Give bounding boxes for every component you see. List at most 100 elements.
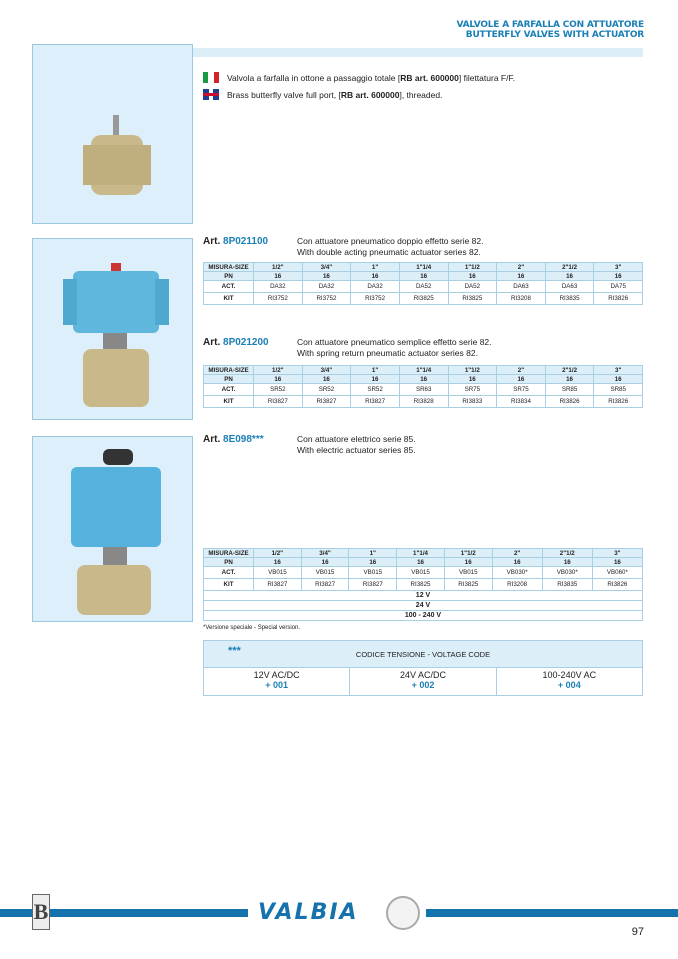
text-bold: RB art. 600000	[340, 89, 400, 100]
table-cell: 1"1/4	[398, 365, 449, 375]
footer-bar	[426, 909, 678, 917]
table-cell: 1"	[348, 548, 398, 558]
desc-en: With spring return pneumatic actuator se…	[297, 348, 478, 358]
table-cell: DA63	[544, 280, 595, 293]
table-cell: 1"1/2	[447, 365, 498, 375]
table-cell: SR85	[544, 383, 595, 396]
voltage-label: 100-240V AC	[542, 670, 597, 680]
table-cell: RI3208	[491, 578, 543, 591]
table-cell: DA63	[496, 280, 546, 293]
table-cell: 3"	[593, 365, 643, 375]
article-desc: Con attuatore pneumatico doppio effetto …	[297, 236, 484, 258]
text: Brass butterfly valve full port, [	[227, 89, 341, 100]
table-cell: SR52	[350, 383, 400, 396]
electric-valve-photo	[32, 436, 193, 622]
table-cell: 1/2"	[253, 262, 303, 272]
row-label: PN	[203, 374, 254, 384]
table-cell: 3/4"	[301, 262, 352, 272]
table-cell: RI3828	[398, 395, 449, 408]
table-cell: 1"	[350, 262, 400, 272]
table-cell: 16	[491, 557, 543, 567]
row-label: MISURA-SIZE	[203, 548, 254, 558]
text: ] filettatura F/F.	[458, 72, 516, 83]
table-cell: 16	[398, 271, 449, 281]
table-cell: VB030*	[541, 566, 593, 579]
table-cell: RI3208	[496, 292, 546, 305]
certification-seal-icon	[386, 896, 420, 930]
art-code: 8P021100	[223, 236, 269, 247]
article-desc: Con attuatore pneumatico semplice effett…	[297, 337, 492, 359]
table-cell: RI3827	[253, 578, 302, 591]
table-cell: RI3825	[443, 578, 493, 591]
table-cell: VB015	[396, 566, 445, 579]
row-label: ACT.	[203, 383, 254, 396]
table-cell: RI3835	[541, 578, 593, 591]
table-cell: 16	[348, 557, 398, 567]
uk-flag-icon	[203, 89, 219, 100]
table-cell: 16	[447, 271, 498, 281]
table-cell: 16	[544, 271, 595, 281]
table-cell: 2"1/2	[544, 262, 595, 272]
voltage-cell: 100 - 240 V	[203, 610, 643, 621]
table-row: MISURA-SIZE 1/2" 3/4" 1" 1"1/4 1"1/2 2" 2"1/2 3"	[203, 365, 643, 375]
voltage-code: + 004	[557, 680, 581, 690]
row-label: ACT.	[203, 566, 254, 579]
table-cell: 16	[253, 271, 303, 281]
voltage-label: 12V AC/DC	[253, 670, 300, 680]
row-label: MISURA-SIZE	[203, 365, 254, 375]
table-cell: RI3825	[447, 292, 498, 305]
table-cell: RI3827	[350, 395, 400, 408]
voltage-row: 12 V	[203, 590, 643, 601]
table-cell: RI3834	[496, 395, 546, 408]
table-row: KIT RI3827 RI3827 RI3827 RI3828 RI3833 RI3834 R…	[203, 395, 643, 408]
table-cell: 16	[591, 557, 644, 567]
valve-photo	[32, 44, 193, 224]
table-cell: DA32	[350, 280, 400, 293]
table-row: ACT. SR52 SR52 SR52 SR63 SR75 SR75 SR85 SR85	[203, 383, 643, 396]
table-cell: SR85	[593, 383, 643, 396]
group-logo: B	[32, 894, 50, 930]
table-cell: SR75	[496, 383, 546, 396]
table-row: KIT RI3827 RI3827 RI3827 RI3825 RI3825 RI3208 R…	[203, 578, 644, 591]
text: Valvola a farfalla in ottone a passaggio…	[227, 72, 401, 83]
desc-it: Con attuatore pneumatico semplice effett…	[297, 337, 492, 347]
table-cell: 3"	[591, 548, 644, 558]
text-bold: RB art. 600000	[400, 72, 459, 83]
table-cell: 3/4"	[301, 365, 352, 375]
table-cell: SR63	[398, 383, 449, 396]
table-cell: 2"1/2	[541, 548, 593, 558]
table-row: PN 16 16 16 16 16 16 16 16	[203, 557, 644, 567]
footer-bar	[0, 909, 32, 917]
art-label: Art.	[203, 434, 221, 445]
table-row: ACT. VB015 VB015 VB015 VB015 VB015 VB030* VB030…	[203, 566, 644, 579]
table-cell: 16	[253, 374, 303, 384]
table-cell: RI3827	[301, 395, 352, 408]
table-cell: RI3833	[447, 395, 498, 408]
table-row: PN 16 16 16 16 16 16 16 16	[203, 271, 643, 281]
spec-table: MISURA-SIZE 1/2" 3/4" 1" 1"1/4 1"1/2 2" 2"1/2 3"…	[203, 548, 644, 621]
title-it: VALVOLE A FARFALLA CON ATTUATORE	[456, 20, 645, 30]
voltage-option: 100-240V AC + 004	[495, 668, 642, 696]
table-cell: 2"	[496, 365, 546, 375]
table-cell: RI3835	[544, 292, 595, 305]
article-code: Art. 8E098***	[203, 434, 264, 445]
table-cell: SR75	[447, 383, 498, 396]
table-cell: 16	[396, 557, 445, 567]
table-cell: RI3752	[253, 292, 303, 305]
table-cell: DA75	[593, 280, 643, 293]
table-cell: 1"	[350, 365, 400, 375]
spec-table: MISURA-SIZE 1/2" 3/4" 1" 1"1/4 1"1/2 2" 2"1/2 3"…	[203, 365, 643, 408]
voltage-label: 24V AC/DC	[399, 670, 446, 680]
table-cell: VB015	[348, 566, 398, 579]
table-cell: 16	[544, 374, 595, 384]
table-cell: VB015	[443, 566, 493, 579]
table-cell: RI3827	[253, 395, 303, 408]
table-cell: 2"1/2	[544, 365, 595, 375]
intro-it: Valvola a farfalla in ottone a passaggio…	[203, 72, 515, 83]
table-cell: 16	[496, 374, 546, 384]
table-cell: RI3827	[300, 578, 350, 591]
art-code: 8P021200	[223, 337, 269, 348]
table-cell: 1"1/2	[443, 548, 493, 558]
title-en: BUTTERFLY VALVES WITH ACTUATOR	[465, 30, 644, 40]
table-cell: RI3827	[348, 578, 398, 591]
